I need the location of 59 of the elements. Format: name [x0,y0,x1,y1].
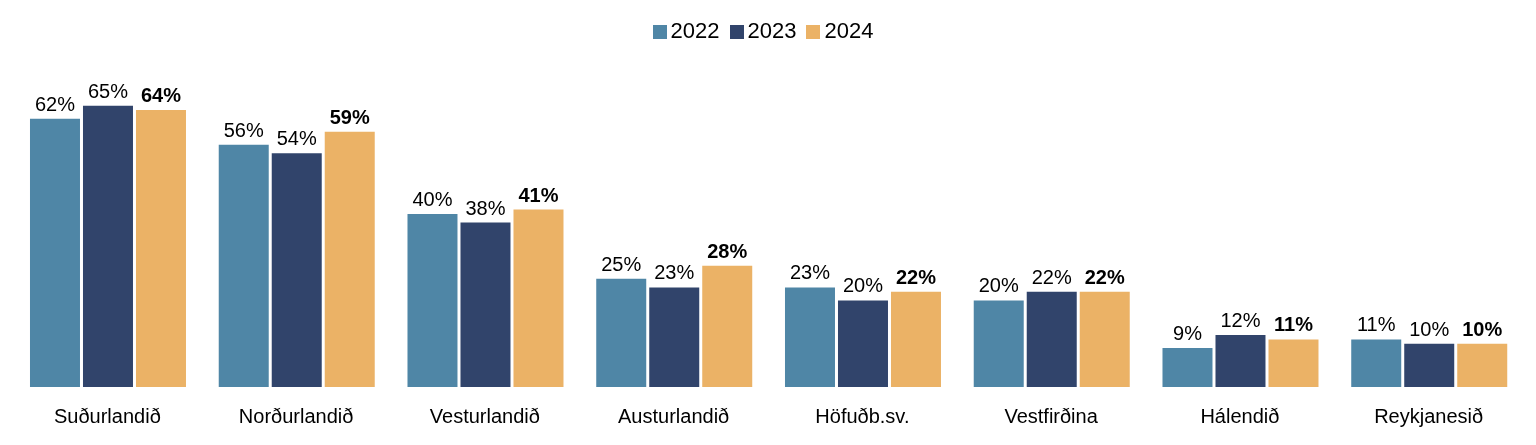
bar [29,118,80,387]
bar [837,300,888,387]
bar [1079,291,1130,387]
data-label: 22% [895,265,937,288]
x-tick-label: Suðurlandið [54,405,161,428]
bar [460,222,511,387]
bar [596,278,647,387]
data-label: 11% [1274,313,1314,336]
bar [784,287,835,387]
data-label: 20% [842,274,884,297]
bar [973,300,1024,387]
legend-label: 2023 [747,18,797,43]
data-label: 56% [223,118,264,141]
x-tick-label: Norðurlandið [238,405,354,428]
bar [702,265,753,387]
data-label: 9% [1173,322,1203,345]
bar [890,291,941,387]
legend-label: 2022 [670,18,720,43]
bar [1215,335,1266,387]
data-label: 38% [465,196,506,219]
data-label: 40% [412,187,453,210]
data-label: 22% [1031,265,1072,288]
data-label: 11% [1356,313,1396,336]
bar [1268,339,1319,387]
bar [1026,291,1077,387]
bar [324,131,375,387]
data-label: 54% [276,127,317,150]
bar [82,105,133,387]
x-tick-label: Vestfirðina [1004,405,1099,428]
data-label: 64% [140,84,182,107]
bar [1351,339,1402,387]
bar [513,209,564,387]
data-label: 23% [654,261,695,284]
bar [1404,343,1455,387]
x-tick-label: Reykjanesið [1374,405,1484,428]
x-tick-label: Hálendið [1200,405,1280,428]
bar [135,110,186,387]
x-tick-label: Austurlandið [618,405,730,428]
legend-label: 2024 [824,18,874,43]
data-label: 20% [978,274,1019,297]
bar [1162,348,1213,387]
data-label: 12% [1220,309,1261,332]
bar [649,287,700,387]
bar [407,213,458,387]
data-label: 25% [601,252,642,275]
data-label: 65% [87,79,129,102]
data-label: 10% [1462,317,1503,340]
x-tick-label: Vesturlandið [429,405,540,428]
data-label: 22% [1084,265,1125,288]
bar [271,153,322,387]
data-label: 10% [1409,317,1450,340]
data-label: 28% [707,239,748,262]
bar [218,144,269,387]
bar [1457,343,1508,387]
data-label: 41% [518,183,559,206]
data-label: 23% [789,261,831,284]
data-label: 59% [329,105,370,128]
x-tick-label: Höfuðb.sv. [815,405,910,428]
data-label: 62% [34,92,76,115]
